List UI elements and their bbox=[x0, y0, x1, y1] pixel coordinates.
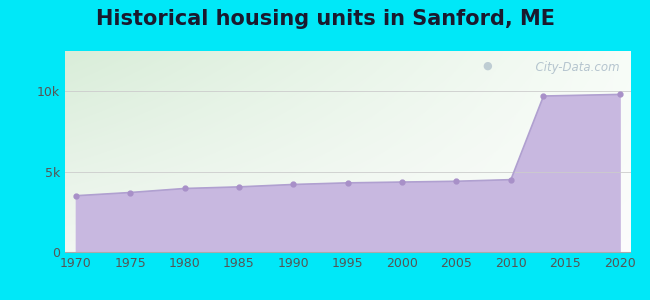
Text: City-Data.com: City-Data.com bbox=[528, 61, 619, 74]
Text: ●: ● bbox=[482, 61, 492, 71]
Text: Historical housing units in Sanford, ME: Historical housing units in Sanford, ME bbox=[96, 9, 554, 29]
